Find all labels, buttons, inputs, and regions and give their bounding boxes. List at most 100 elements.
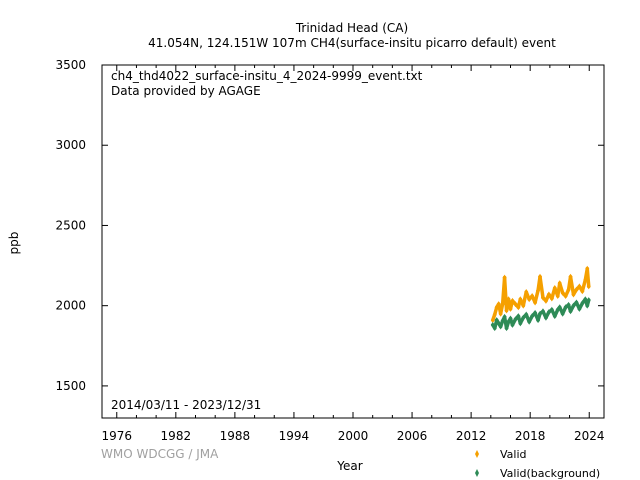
valid-point xyxy=(510,297,515,304)
valid-point xyxy=(555,293,560,300)
background-point xyxy=(577,305,582,312)
x-tick-label: 2000 xyxy=(338,429,369,443)
x-tick-label: 1982 xyxy=(161,429,192,443)
y-axis-label: ppb xyxy=(7,232,21,255)
background-point xyxy=(492,325,497,332)
y-tick-label: 2000 xyxy=(55,299,86,313)
valid-point xyxy=(500,301,505,308)
background-point xyxy=(490,321,495,328)
y-tick-label: 3000 xyxy=(55,138,86,152)
y-axis-ticks: 3500 3000 2500 2000 1500 xyxy=(55,58,604,393)
valid-point xyxy=(506,296,511,303)
y-tick-label: 3500 xyxy=(55,58,86,72)
valid-point xyxy=(530,293,535,300)
x-tick-label: 1988 xyxy=(220,429,251,443)
valid-point xyxy=(492,311,497,318)
valid-point xyxy=(552,285,557,292)
valid-point xyxy=(540,294,545,301)
valid-point xyxy=(566,286,571,293)
background-point xyxy=(583,296,588,303)
valid-point xyxy=(496,301,501,308)
background-point xyxy=(571,302,576,309)
valid-point xyxy=(586,283,591,290)
legend: Valid Valid(background) xyxy=(475,448,600,480)
y-tick-label: 1500 xyxy=(55,379,86,393)
valid-point xyxy=(538,273,543,280)
valid-series-segment xyxy=(538,275,545,300)
background-point xyxy=(506,318,511,325)
background-point xyxy=(516,313,521,320)
background-point xyxy=(538,310,543,317)
valid-point xyxy=(577,283,582,290)
background-point xyxy=(566,301,571,308)
valid-point xyxy=(560,289,565,296)
valid-point xyxy=(498,310,503,317)
valid-point xyxy=(527,296,532,303)
valid-point xyxy=(580,288,585,295)
watermark: WMO WDCGG / JMA xyxy=(101,447,219,461)
background-point xyxy=(568,308,573,315)
filename-annotation: ch4_thd4022_surface-insitu_4_2024-9999_e… xyxy=(111,69,423,83)
background-point xyxy=(586,297,591,304)
valid-point xyxy=(518,296,523,303)
x-tick-label: 2006 xyxy=(397,429,428,443)
valid-point xyxy=(524,289,529,296)
valid-point xyxy=(533,299,538,306)
valid-series-segment xyxy=(568,275,576,297)
background-point xyxy=(502,313,507,320)
chart-subtitle: 41.054N, 124.151W 107m CH4(surface-insit… xyxy=(148,36,556,50)
valid-point xyxy=(536,287,541,294)
provider-annotation: Data provided by AGAGE xyxy=(111,84,261,98)
background-point xyxy=(527,318,532,325)
legend-marker-background xyxy=(475,469,479,477)
background-point xyxy=(560,310,565,317)
valid-point xyxy=(490,317,495,324)
legend-label-background: Valid(background) xyxy=(500,467,600,480)
background-point xyxy=(540,308,545,315)
background-point xyxy=(496,320,501,327)
valid-point xyxy=(513,301,518,308)
valid-point xyxy=(521,302,526,309)
background-point xyxy=(504,325,509,332)
y-tick-label: 2500 xyxy=(55,218,86,232)
background-point xyxy=(508,315,513,322)
x-tick-label: 1976 xyxy=(101,429,132,443)
background-point xyxy=(563,304,568,311)
data-points xyxy=(490,265,591,332)
background-point xyxy=(580,300,585,307)
background-point xyxy=(510,321,515,328)
valid-point xyxy=(504,307,509,314)
valid-series-segment xyxy=(585,267,591,289)
background-point xyxy=(530,313,535,320)
valid-point xyxy=(583,277,588,284)
valid-point xyxy=(546,291,551,298)
valid-point xyxy=(557,280,562,287)
background-point xyxy=(557,304,562,311)
background-point xyxy=(585,302,590,309)
background-point xyxy=(536,317,541,324)
background-point xyxy=(574,299,579,306)
valid-point xyxy=(568,273,573,280)
date-range-annotation: 2014/03/11 - 2023/12/31 xyxy=(111,398,261,412)
valid-point xyxy=(563,293,568,300)
background-point xyxy=(543,314,548,321)
background-point xyxy=(521,314,526,321)
x-axis-label: Year xyxy=(336,459,362,473)
background-point xyxy=(518,320,523,327)
background-point xyxy=(546,309,551,316)
background-point xyxy=(524,311,529,318)
chart-title: Trinidad Head (CA) xyxy=(295,21,408,35)
valid-point xyxy=(516,304,521,311)
legend-marker-valid xyxy=(475,450,479,458)
plot-frame xyxy=(101,64,605,419)
background-point xyxy=(552,313,557,320)
x-axis-ticks: 1976 1982 1988 1994 2000 2006 2012 2018 2024 xyxy=(101,65,605,443)
background-point xyxy=(549,306,554,313)
x-tick-label: 1994 xyxy=(279,429,310,443)
valid-point xyxy=(508,305,513,312)
valid-point xyxy=(543,297,548,304)
x-tick-label: 2012 xyxy=(456,429,487,443)
valid-point xyxy=(549,295,554,302)
x-tick-label: 2018 xyxy=(515,429,546,443)
